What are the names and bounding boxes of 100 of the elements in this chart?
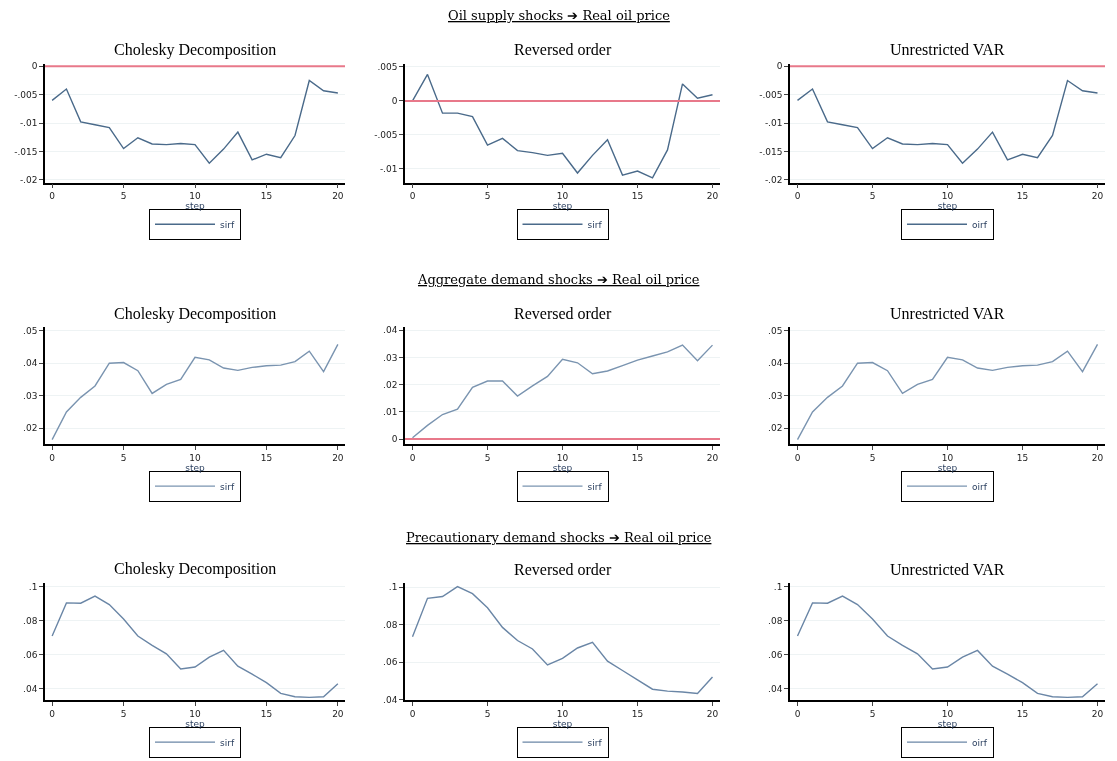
text: oirf: [972, 219, 988, 230]
y-tick-label: .04: [23, 683, 38, 694]
text: Oil supply shocks ➔ Real oil price: [448, 8, 671, 23]
y-tick-label: -.01: [764, 118, 783, 129]
x-tick-label: 5: [484, 709, 491, 719]
chart-title: Reversed order: [514, 41, 612, 58]
y-tick-label: .03: [768, 390, 783, 401]
chart-title: Cholesky Decomposition: [114, 560, 277, 578]
x-tick-label: 10: [556, 453, 569, 464]
x-tick-label: 15: [631, 191, 644, 202]
line-series: [51, 343, 339, 441]
x-axis-title: step: [185, 463, 206, 474]
x-tick-label: 10: [556, 191, 569, 202]
x-tick-label: 10: [941, 453, 954, 464]
chart-title: Cholesky Decomposition: [114, 305, 277, 323]
line-series: [796, 343, 1099, 441]
chart-title: Cholesky Decomposition: [114, 41, 277, 59]
x-tick-label: 0: [794, 191, 801, 202]
text: Aggregate demand shocks ➔ Real oil price: [417, 272, 700, 287]
x-tick-label: 15: [1016, 709, 1029, 719]
x-tick-label: 10: [189, 709, 201, 719]
x-axis-title: step: [552, 719, 573, 729]
chart-title: Reversed order: [514, 561, 612, 578]
y-tick-label: .04: [383, 325, 398, 336]
x-tick-label: 5: [869, 191, 876, 202]
line-series: [796, 79, 1099, 164]
y-tick-label: 0: [776, 61, 783, 72]
y-tick-label: -.005: [374, 130, 398, 141]
x-tick-label: 15: [631, 709, 644, 719]
text: sirf: [220, 737, 235, 748]
x-axis-title: step: [185, 719, 206, 729]
x-tick-label: 0: [409, 191, 416, 202]
x-tick-label: 20: [1091, 453, 1104, 464]
y-tick-label: .03: [23, 390, 38, 401]
y-tick-label: .04: [23, 358, 38, 369]
y-tick-label: -.005: [14, 89, 38, 100]
y-tick-label: .01: [383, 406, 398, 417]
y-tick-label: .04: [768, 358, 783, 369]
x-tick-label: 15: [1016, 453, 1029, 464]
x-tick-label: 0: [409, 709, 416, 719]
x-tick-label: 10: [556, 709, 569, 719]
y-tick-label: .03: [383, 352, 398, 363]
x-tick-label: 20: [332, 191, 344, 202]
x-tick-label: 15: [260, 191, 273, 202]
y-tick-label: -.015: [14, 146, 38, 157]
x-tick-label: 15: [260, 709, 273, 719]
x-tick-label: 0: [409, 453, 416, 464]
x-axis-title: step: [552, 463, 573, 474]
x-axis-title: step: [185, 201, 206, 212]
line-series: [796, 595, 1099, 699]
x-axis-title: step: [552, 201, 573, 212]
y-tick-label: .05: [23, 325, 38, 336]
x-tick-label: 20: [1091, 709, 1104, 719]
y-tick-label: 0: [31, 61, 38, 72]
text: oirf: [972, 737, 988, 748]
x-tick-label: 10: [941, 709, 954, 719]
y-tick-label: .04: [768, 683, 783, 694]
y-tick-label: -.01: [379, 164, 398, 175]
y-tick-label: .06: [383, 657, 398, 668]
x-tick-label: 15: [1016, 191, 1029, 202]
x-tick-label: 20: [706, 709, 719, 719]
x-tick-label: 5: [869, 709, 876, 719]
chart-title: Unrestricted VAR: [890, 305, 1005, 322]
y-tick-label: .1: [28, 581, 38, 592]
line-series: [411, 344, 714, 439]
text: oirf: [972, 481, 988, 492]
line-series: [411, 73, 714, 179]
text: sirf: [587, 481, 603, 492]
x-tick-label: 20: [1091, 191, 1104, 202]
x-tick-label: 15: [260, 453, 273, 464]
y-tick-label: 0: [391, 434, 398, 445]
chart-title: Reversed order: [514, 305, 612, 322]
x-tick-label: 5: [120, 453, 127, 464]
x-tick-label: 5: [484, 191, 491, 202]
y-tick-label: .1: [773, 581, 783, 592]
x-tick-label: 10: [189, 191, 201, 202]
text: sirf: [587, 737, 603, 748]
text: sirf: [587, 219, 603, 230]
x-tick-label: 20: [332, 453, 344, 464]
x-tick-label: 0: [49, 709, 56, 719]
y-tick-label: .06: [768, 649, 783, 660]
chart-title: Unrestricted VAR: [890, 561, 1005, 578]
x-tick-label: 0: [794, 709, 801, 719]
x-tick-label: 5: [120, 191, 127, 202]
chart-title: Unrestricted VAR: [890, 41, 1005, 58]
y-tick-label: .08: [383, 619, 398, 630]
y-tick-label: .04: [383, 694, 398, 705]
y-tick-label: .08: [768, 615, 783, 626]
y-tick-label: .02: [383, 379, 398, 390]
y-tick-label: -.02: [19, 174, 38, 185]
y-tick-label: -.01: [19, 118, 38, 129]
y-tick-label: .02: [23, 423, 38, 434]
x-tick-label: 0: [49, 191, 56, 202]
x-tick-label: 15: [631, 453, 644, 464]
text: sirf: [220, 481, 235, 492]
x-tick-label: 20: [332, 709, 344, 719]
y-tick-label: 0: [391, 96, 398, 107]
y-tick-label: .1: [388, 582, 398, 593]
x-tick-label: 10: [189, 453, 201, 464]
x-tick-label: 10: [941, 191, 954, 202]
